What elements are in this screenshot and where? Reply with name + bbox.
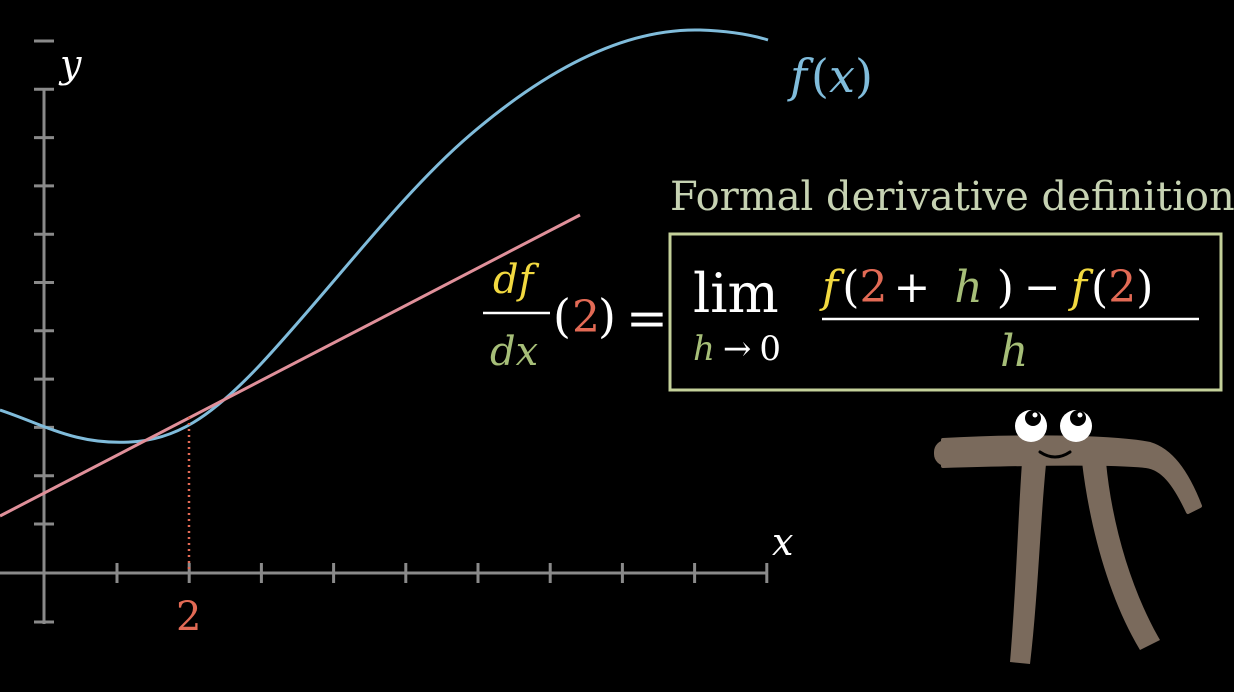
lim-text: lim	[693, 262, 779, 325]
pi-left-pupil	[1025, 410, 1041, 426]
lhs-paren-close: )	[598, 289, 616, 343]
numerator-two2: 2	[1108, 262, 1136, 313]
point-2-label: 2	[176, 594, 201, 640]
curve-label-x: x	[829, 49, 855, 103]
pi-smile	[1038, 450, 1072, 459]
lhs-dx: dx	[490, 329, 538, 375]
derivative-formula: Formal derivative definition df dx ( 2 )…	[483, 174, 1234, 392]
numerator-h: h	[954, 262, 982, 313]
curve-label: f(x)	[787, 49, 873, 103]
lhs-paren-open: (	[553, 289, 571, 343]
formula-title: Formal derivative definition	[670, 174, 1234, 220]
numerator-open1: (	[842, 262, 859, 313]
equals-sign: =	[626, 289, 668, 347]
lim-sub-h: h	[693, 329, 715, 369]
function-curve	[0, 28, 769, 444]
pi-right-pupil	[1070, 410, 1086, 426]
curve-label-open: (	[811, 49, 829, 103]
graph: y x 2 f(x)	[0, 28, 873, 640]
numerator-two1: 2	[859, 262, 887, 313]
x-axis-label: x	[772, 520, 793, 564]
curve-label-close: )	[855, 49, 873, 103]
lhs-arg-2: 2	[572, 292, 600, 343]
pi-right-leg	[1082, 462, 1160, 650]
y-axis-label: y	[58, 42, 82, 86]
numerator-minus: −	[1024, 262, 1061, 313]
pi-left-leg	[1010, 462, 1046, 664]
numerator-close2: )	[1136, 262, 1153, 313]
numerator-plus: +	[893, 262, 930, 313]
lhs-df: df	[493, 257, 540, 303]
lim-sub-zero: 0	[759, 329, 781, 369]
tangent-line	[0, 213, 581, 518]
limit-box	[668, 232, 1223, 392]
numerator-close1: )	[997, 262, 1014, 313]
pi-creature-icon	[934, 410, 1202, 664]
numerator-open2: (	[1091, 262, 1108, 313]
denominator-h: h	[1000, 326, 1028, 377]
x-axis-ticks	[115, 563, 769, 583]
lim-sub-arrow: →	[723, 329, 752, 369]
lim-subscript: h → 0	[693, 329, 781, 369]
